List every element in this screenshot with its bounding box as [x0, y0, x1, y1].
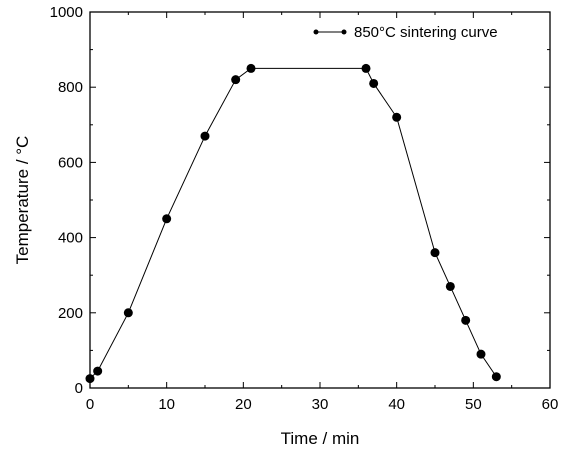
data-point	[162, 214, 172, 224]
legend-label: 850°C sintering curve	[354, 24, 498, 41]
data-point	[85, 374, 95, 384]
x-tick-label: 20	[235, 396, 252, 413]
data-point	[491, 372, 501, 382]
y-axis-title: Temperature / °C	[13, 136, 32, 265]
y-tick-label: 1000	[50, 4, 83, 21]
data-point	[430, 248, 440, 258]
data-point	[123, 308, 133, 318]
data-point	[476, 349, 486, 359]
y-tick-labels: 0 200 400 600 800 1000	[50, 4, 83, 397]
x-tick-label: 40	[388, 396, 405, 413]
x-tick-labels: 0 10 20 30 40 50 60	[86, 396, 559, 413]
y-tick-label: 800	[58, 79, 83, 96]
x-tick-label: 30	[312, 396, 329, 413]
axis-ticks	[89, 11, 551, 389]
series-line	[89, 67, 497, 379]
data-point	[246, 63, 256, 73]
data-points	[85, 63, 501, 384]
x-tick-label: 0	[86, 396, 94, 413]
data-point	[361, 63, 371, 73]
y-tick-label: 0	[75, 380, 83, 397]
legend-marker-right	[341, 29, 347, 35]
y-tick-label: 600	[58, 154, 83, 171]
data-point	[392, 112, 402, 122]
legend: 850°C sintering curve	[313, 24, 498, 41]
y-tick-label: 200	[58, 305, 83, 322]
y-tick-label: 400	[58, 230, 83, 247]
x-tick-label: 10	[158, 396, 175, 413]
x-tick-label: 50	[465, 396, 482, 413]
data-point	[461, 315, 471, 325]
data-point	[231, 75, 241, 85]
x-tick-label: 60	[542, 396, 559, 413]
data-point	[445, 281, 455, 291]
legend-marker-left	[313, 29, 319, 35]
x-axis-title: Time / min	[281, 429, 360, 448]
data-point	[369, 78, 379, 88]
data-point	[93, 366, 103, 376]
data-point	[200, 131, 210, 141]
